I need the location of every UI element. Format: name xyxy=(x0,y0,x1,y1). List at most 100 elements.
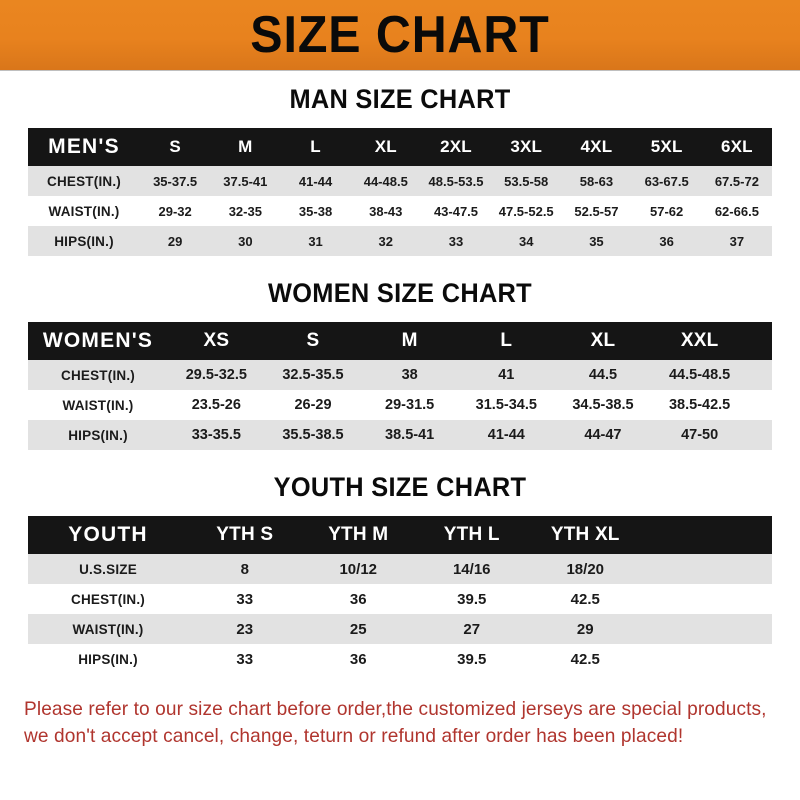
women-row-label: HIPS(IN.) xyxy=(28,420,168,450)
youth-header-row: YOUTH YTH S YTH M YTH L YTH XL xyxy=(28,516,772,554)
women-size-table: WOMEN'S XS S M L XL XXL CHEST(IN.) 29.5-32.5 32… xyxy=(28,322,772,450)
men-column-header: M xyxy=(210,128,281,166)
women-column-header: M xyxy=(361,322,458,360)
women-table-body: CHEST(IN.) 29.5-32.5 32.5-35.5 38 41 44.5 44.5… xyxy=(28,360,772,450)
youth-table-body: U.S.SIZE 8 10/12 14/16 18/20 CHEST(IN.) 33 36 39… xyxy=(28,554,772,674)
men-cell: 29 xyxy=(140,226,211,256)
women-cell: 38.5-42.5 xyxy=(651,390,748,420)
men-cell: 44-48.5 xyxy=(350,166,421,196)
youth-row-label: CHEST(IN.) xyxy=(28,584,188,614)
table-row: WAIST(IN.) 23 25 27 29 xyxy=(28,614,772,644)
women-row-label: CHEST(IN.) xyxy=(28,360,168,390)
youth-cell: 18/20 xyxy=(528,554,642,584)
youth-cell-filler xyxy=(642,554,772,584)
youth-row-label: HIPS(IN.) xyxy=(28,644,188,674)
youth-header-filler xyxy=(642,516,772,554)
men-cell: 34 xyxy=(491,226,562,256)
page-banner: SIZE CHART xyxy=(0,0,800,70)
women-cell: 33-35.5 xyxy=(168,420,265,450)
women-cell: 32.5-35.5 xyxy=(264,360,362,390)
page-title: SIZE CHART xyxy=(250,6,550,64)
women-cell-filler xyxy=(747,420,772,450)
youth-cell: 33 xyxy=(188,584,302,614)
men-cell: 57-62 xyxy=(631,196,702,226)
men-row-label: CHEST(IN.) xyxy=(28,166,140,196)
men-size-table: MEN'S S M L XL 2XL 3XL 4XL 5XL 6XL CHEST(IN.) 35-… xyxy=(28,128,772,256)
youth-cell: 25 xyxy=(301,614,415,644)
spacer-women-youth xyxy=(0,450,800,472)
youth-cell: 23 xyxy=(188,614,302,644)
youth-column-header: YTH L xyxy=(415,516,529,554)
women-cell: 44-47 xyxy=(554,420,652,450)
men-cell: 53.5-58 xyxy=(491,166,562,196)
women-cell: 38 xyxy=(361,360,458,390)
youth-cell: 8 xyxy=(188,554,302,584)
table-row: CHEST(IN.) 29.5-32.5 32.5-35.5 38 41 44.5 44.5… xyxy=(28,360,772,390)
men-column-header: 5XL xyxy=(631,128,702,166)
women-section: WOMEN SIZE CHART WOMEN'S XS S M L XL XXL CHES… xyxy=(28,278,772,450)
women-cell: 26-29 xyxy=(264,390,362,420)
women-cell: 41-44 xyxy=(457,420,555,450)
men-cell: 52.5-57 xyxy=(561,196,632,226)
youth-column-header: YTH M xyxy=(301,516,415,554)
men-cell: 47.5-52.5 xyxy=(491,196,562,226)
table-row: HIPS(IN.) 29 30 31 32 33 34 35 36 37 xyxy=(28,226,772,256)
table-row: U.S.SIZE 8 10/12 14/16 18/20 xyxy=(28,554,772,584)
men-cell: 33 xyxy=(420,226,492,256)
order-policy-line-2: we don't accept cancel, change, teturn o… xyxy=(24,725,684,747)
men-cell: 62-66.5 xyxy=(701,196,772,226)
table-row: CHEST(IN.) 35-37.5 37.5-41 41-44 44-48.5 48.5… xyxy=(28,166,772,196)
men-cell: 37 xyxy=(701,226,772,256)
table-row: HIPS(IN.) 33 36 39.5 42.5 xyxy=(28,644,772,674)
youth-cell: 36 xyxy=(301,584,415,614)
spacer-men-women xyxy=(0,256,800,278)
women-cell: 41 xyxy=(457,360,555,390)
men-cell: 38-43 xyxy=(350,196,421,226)
youth-column-header: YTH XL xyxy=(528,516,642,554)
men-table-body: CHEST(IN.) 35-37.5 37.5-41 41-44 44-48.5 48.5… xyxy=(28,166,772,256)
men-column-header: XL xyxy=(350,128,421,166)
women-column-header: XXL xyxy=(651,322,748,360)
women-corner-label: WOMEN'S xyxy=(28,322,168,360)
women-cell: 38.5-41 xyxy=(361,420,458,450)
men-cell: 35-38 xyxy=(280,196,351,226)
youth-cell: 33 xyxy=(188,644,302,674)
men-cell: 43-47.5 xyxy=(420,196,492,226)
youth-row-label: U.S.SIZE xyxy=(28,554,188,584)
women-cell: 35.5-38.5 xyxy=(264,420,362,450)
youth-table-head: YOUTH YTH S YTH M YTH L YTH XL xyxy=(28,516,772,554)
youth-cell: 36 xyxy=(301,644,415,674)
men-header-row: MEN'S S M L XL 2XL 3XL 4XL 5XL 6XL xyxy=(28,128,772,166)
men-column-header: L xyxy=(280,128,351,166)
men-column-header: 4XL xyxy=(561,128,632,166)
table-row: HIPS(IN.) 33-35.5 35.5-38.5 38.5-41 41-44 44-… xyxy=(28,420,772,450)
men-cell: 36 xyxy=(631,226,702,256)
women-column-header: XS xyxy=(168,322,265,360)
table-row: WAIST(IN.) 29-32 32-35 35-38 38-43 43-47.5 47.… xyxy=(28,196,772,226)
men-cell: 67.5-72 xyxy=(701,166,772,196)
women-header-filler xyxy=(747,322,772,360)
men-column-header: 3XL xyxy=(491,128,562,166)
women-cell: 23.5-26 xyxy=(168,390,265,420)
men-cell: 41-44 xyxy=(280,166,351,196)
women-cell: 47-50 xyxy=(651,420,748,450)
youth-cell: 29 xyxy=(528,614,642,644)
men-cell: 58-63 xyxy=(561,166,632,196)
spacer-men-title xyxy=(28,114,772,128)
order-policy-line-1: Please refer to our size chart before or… xyxy=(24,698,767,720)
women-cell: 34.5-38.5 xyxy=(554,390,652,420)
women-column-header: S xyxy=(264,322,362,360)
men-cell: 35-37.5 xyxy=(140,166,211,196)
women-cell: 31.5-34.5 xyxy=(457,390,555,420)
men-row-label: WAIST(IN.) xyxy=(28,196,140,226)
men-column-header: 6XL xyxy=(701,128,772,166)
youth-cell-filler xyxy=(642,614,772,644)
men-cell: 63-67.5 xyxy=(631,166,702,196)
youth-cell: 42.5 xyxy=(528,644,642,674)
men-cell: 31 xyxy=(280,226,351,256)
spacer-youth-title xyxy=(28,502,772,516)
men-row-label: HIPS(IN.) xyxy=(28,226,140,256)
youth-column-header: YTH S xyxy=(188,516,302,554)
men-cell: 32 xyxy=(350,226,421,256)
youth-cell-filler xyxy=(642,584,772,614)
